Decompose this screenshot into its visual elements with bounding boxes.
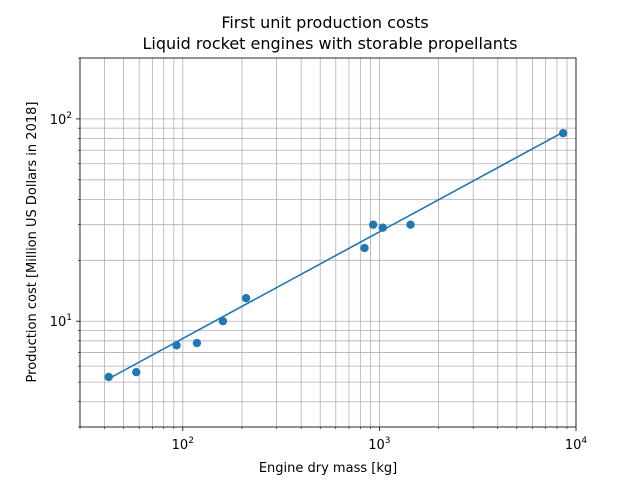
x-tick-label: 102 <box>172 436 194 453</box>
chart-subtitle: Liquid rocket engines with storable prop… <box>142 34 517 53</box>
data-point <box>172 341 181 350</box>
scatter-points <box>104 128 568 382</box>
y-tick-label: 101 <box>50 313 72 330</box>
data-point <box>558 128 568 138</box>
x-tick-label: 104 <box>565 436 588 453</box>
data-point <box>406 220 415 229</box>
plot-frame <box>79 57 577 428</box>
x-tick-label: 103 <box>368 436 390 453</box>
data-point <box>104 372 113 382</box>
data-point <box>369 220 378 229</box>
chart-title: First unit production costs <box>221 13 428 32</box>
data-point <box>192 338 202 348</box>
data-point <box>360 243 369 253</box>
fit-line <box>108 131 564 380</box>
grid <box>79 57 577 428</box>
data-point <box>241 293 251 303</box>
fit-line-layer <box>108 131 564 380</box>
data-point <box>218 317 228 326</box>
x-axis-label: Engine dry mass [kg] <box>259 461 397 476</box>
y-tick-label: 102 <box>50 111 72 128</box>
y-axis-label: Production cost [Million US Dollars in 2… <box>25 102 40 383</box>
axis-ticks: 102 103 104 101 102 <box>50 57 588 453</box>
data-point <box>378 223 387 232</box>
data-point <box>132 367 141 377</box>
